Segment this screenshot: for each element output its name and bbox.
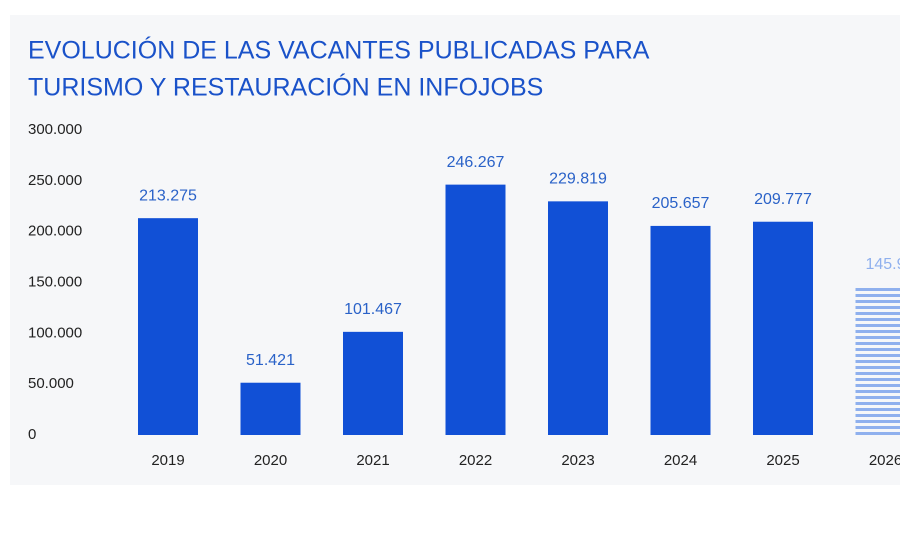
bar — [548, 201, 608, 435]
value-label: 209.777 — [754, 191, 812, 208]
y-tick-label: 0 — [28, 426, 36, 443]
value-label: 51.421 — [246, 352, 295, 369]
bar — [753, 222, 813, 435]
x-tick-label: 2021 — [356, 452, 389, 469]
bar — [651, 226, 711, 435]
value-label: 145.9 — [865, 256, 900, 273]
bar — [343, 332, 403, 435]
bar — [856, 287, 900, 435]
y-tick-label: 300.000 — [28, 121, 82, 138]
x-tick-label: 2024 — [664, 452, 697, 469]
value-label: 205.657 — [652, 195, 710, 212]
y-tick-label: 50.000 — [28, 375, 74, 392]
value-label: 229.819 — [549, 171, 607, 188]
value-label: 213.275 — [139, 187, 197, 204]
y-tick-label: 250.000 — [28, 172, 82, 189]
y-tick-label: 200.000 — [28, 223, 82, 240]
y-tick-label: 150.000 — [28, 273, 82, 290]
value-label: 246.267 — [447, 154, 505, 171]
chart-title: EVOLUCIÓN DE LAS VACANTES PUBLICADAS PAR… — [28, 36, 650, 65]
bar — [138, 218, 198, 435]
x-tick-label: 2019 — [151, 452, 184, 469]
bar — [241, 383, 301, 435]
value-label: 101.467 — [344, 301, 402, 318]
bar — [446, 185, 506, 435]
y-tick-label: 100.000 — [28, 324, 82, 341]
x-tick-label: 2023 — [561, 452, 594, 469]
x-tick-label: 2020 — [254, 452, 287, 469]
x-tick-label: 2026 — [869, 452, 900, 469]
x-tick-label: 2025 — [766, 452, 799, 469]
chart-title: TURISMO Y RESTAURACIÓN EN INFOJOBS — [28, 73, 543, 102]
x-tick-label: 2022 — [459, 452, 492, 469]
